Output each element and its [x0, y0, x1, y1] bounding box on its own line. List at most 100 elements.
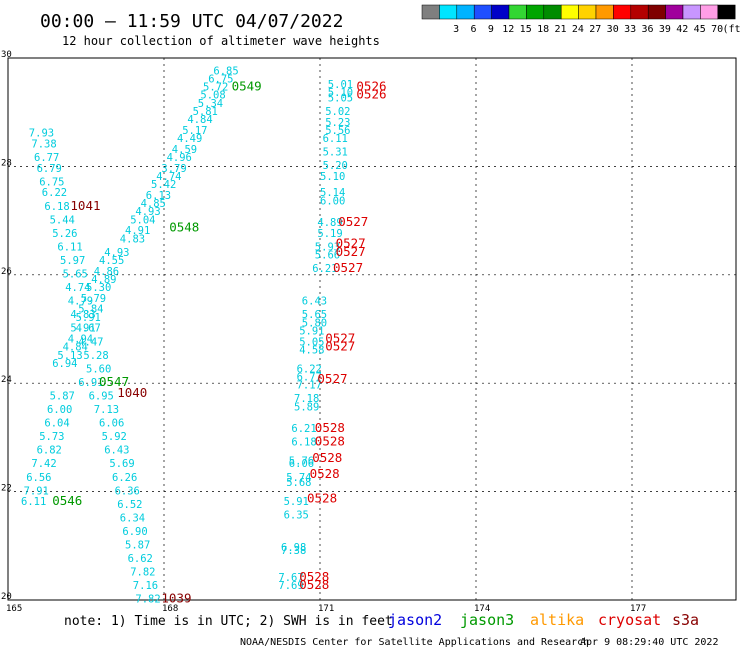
wave-height-label: 6.56 [26, 472, 51, 484]
wave-height-label: 4.74 [156, 171, 181, 183]
pass-time-label: 1041 [70, 198, 100, 213]
colorbar-label: 15 [520, 24, 532, 35]
colorbar-swatch [543, 4, 562, 20]
pass-time-label: 0527 [338, 214, 368, 229]
colorbar-swatch [595, 4, 614, 20]
wave-height-label: 6.35 [284, 510, 309, 522]
wave-height-label: 4.89 [91, 274, 116, 286]
colorbar-label: 39 [659, 24, 671, 35]
wave-height-label: 6.94 [52, 358, 77, 370]
pass-time-label: 0527 [325, 339, 355, 354]
footer-credit: NOAA/NESDIS Center for Satellite Applica… [240, 637, 589, 648]
colorbar-swatch [717, 4, 736, 20]
wave-height-label: 7.38 [281, 545, 306, 557]
wave-height-label: 4.86 [94, 266, 119, 278]
plot-area: 165 168 171 174 1773028262422206.856.755.725… [1, 50, 737, 614]
wave-height-label: 6.00 [47, 404, 72, 416]
wave-height-label: 4.74 [65, 282, 90, 294]
wave-height-label: 6.04 [44, 418, 69, 430]
wave-height-label: 6.26 [112, 472, 137, 484]
colorbar-swatch [613, 4, 632, 20]
wave-height-label: 5.30 [86, 282, 111, 294]
wave-height-label: 6.43 [302, 296, 327, 308]
wave-height-label: 5.81 [193, 106, 218, 118]
wave-height-label: 5.66 [315, 250, 340, 262]
colorbar-label: 30 [607, 24, 619, 35]
colorbar-swatch [665, 4, 684, 20]
legend-item-jason2: jason2 [388, 611, 442, 629]
wave-height-label: 5.05 [299, 336, 324, 348]
pass-time-label: 0547 [99, 374, 129, 389]
wave-height-label: 5.91 [299, 325, 324, 337]
wave-height-label: 5.87 [125, 540, 150, 552]
y-tick-label: 24 [1, 375, 12, 385]
wave-height-label: 5.76 [289, 456, 314, 468]
wave-height-label: 6.06 [99, 418, 124, 430]
wave-height-label: 5.72 [203, 82, 228, 94]
pass-time-label: 0528 [315, 420, 345, 435]
wave-height-label: 6.62 [128, 553, 153, 565]
wave-height-label: 7.82 [130, 567, 155, 579]
wave-height-label: 6.18 [44, 201, 69, 213]
colorbar-swatch [439, 4, 458, 20]
colorbar-swatch [491, 4, 510, 20]
wave-height-label: 4.96 [167, 152, 192, 164]
pass-time-label: 1040 [117, 385, 147, 400]
pass-time-label: 0528 [315, 434, 345, 449]
x-tick-label: 165 [6, 604, 22, 614]
colorbar-swatch [508, 4, 527, 20]
wave-height-label: 5.31 [323, 147, 348, 159]
pass-time-label: 0526 [356, 87, 386, 102]
colorbar-swatch [682, 4, 701, 20]
wave-height-label: 5.10 [328, 87, 353, 99]
colorbar-swatch [473, 4, 492, 20]
wave-height-label: 4.83 [70, 309, 95, 321]
wave-height-label: 5.19 [317, 228, 342, 240]
wave-height-label: 5.34 [198, 98, 223, 110]
wave-height-label: 6.22 [42, 187, 67, 199]
footer-generated: Apr 9 08:29:40 UTC 2022 [580, 637, 718, 648]
wave-height-label: 5.44 [50, 214, 75, 226]
colorbar-label: 12 [502, 24, 514, 35]
wave-height-label: 6.43 [104, 445, 129, 457]
y-tick-label: 26 [1, 267, 12, 277]
pass-time-label: 0546 [52, 493, 82, 508]
pass-time-label: 0527 [336, 244, 366, 259]
colorbar-label: 18 [537, 24, 549, 35]
x-tick-label: 177 [630, 604, 646, 614]
wave-height-label: 6.82 [37, 445, 62, 457]
pass-time-label: 0528 [299, 577, 329, 592]
wave-height-label: 4.89 [317, 217, 342, 229]
wave-height-label: 5.65 [302, 309, 327, 321]
colorbar-label: 6 [470, 24, 476, 35]
pass-time-label: 0528 [312, 450, 342, 465]
wave-height-label: 6.77 [297, 371, 322, 383]
wave-height-label: 7.91 [24, 485, 49, 497]
wave-height-label: 5.42 [151, 179, 176, 191]
wave-height-label: 6.52 [117, 499, 142, 511]
wave-height-label: 6.91 [78, 377, 103, 389]
legend-item-s3a: s3a [672, 611, 699, 629]
wave-height-label: 4.84 [63, 342, 88, 354]
wave-height-label: 6.90 [122, 526, 147, 538]
wave-height-label: 5.91 [76, 312, 101, 324]
wave-height-label: 7.42 [31, 458, 56, 470]
colorbar-swatch [456, 4, 475, 20]
satellite-legend: jason2 jason3 altika cryosat s3a [388, 611, 699, 629]
wave-height-label: 5.87 [50, 390, 75, 402]
wave-height-label: 5.28 [83, 350, 108, 362]
colorbar-swatch [578, 4, 597, 20]
wave-height-label: 5.04 [130, 214, 155, 226]
legend-item-altika: altika [530, 611, 584, 629]
wave-height-label: 6.06 [289, 458, 314, 470]
wave-height-label: 5.84 [78, 304, 103, 316]
y-tick-label: 20 [1, 592, 12, 602]
wave-height-label: 4.59 [172, 144, 197, 156]
wave-height-label: 7.13 [94, 404, 119, 416]
wave-height-label: 4.79 [68, 296, 93, 308]
pass-time-label: 0527 [317, 371, 347, 386]
wave-height-label: 5.80 [302, 317, 327, 329]
pass-time-label: 0549 [232, 79, 262, 94]
wave-height-label: 7.82 [135, 594, 160, 606]
pass-time-label: 0528 [307, 490, 337, 505]
